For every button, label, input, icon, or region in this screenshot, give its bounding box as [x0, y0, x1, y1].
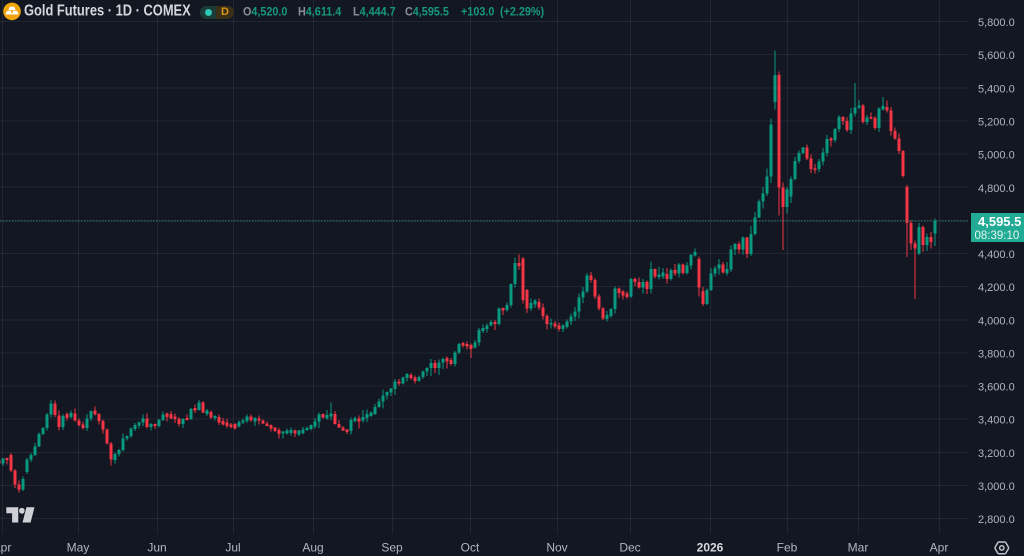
svg-text:08:39:10: 08:39:10: [975, 230, 1020, 242]
svg-text:5,400.0: 5,400.0: [978, 83, 1015, 95]
svg-text:3,000.0: 3,000.0: [978, 481, 1015, 493]
svg-text:Apr: Apr: [930, 541, 949, 555]
svg-text:5,800.0: 5,800.0: [978, 17, 1015, 29]
svg-text:5,000.0: 5,000.0: [978, 150, 1015, 162]
svg-text:4,400.0: 4,400.0: [978, 249, 1015, 261]
svg-text:5,200.0: 5,200.0: [978, 117, 1015, 129]
svg-text:4,595.5: 4,595.5: [978, 214, 1021, 229]
svg-text:Apr: Apr: [0, 541, 11, 555]
svg-text:2,800.0: 2,800.0: [978, 514, 1015, 526]
svg-text:3,200.0: 3,200.0: [978, 448, 1015, 460]
svg-text:Oct: Oct: [461, 541, 480, 555]
svg-text:3,600.0: 3,600.0: [978, 382, 1015, 394]
svg-text:Aug: Aug: [302, 541, 323, 555]
svg-text:Jul: Jul: [225, 541, 240, 555]
svg-text:3,400.0: 3,400.0: [978, 415, 1015, 427]
svg-text:Sep: Sep: [381, 541, 403, 555]
svg-text:3,800.0: 3,800.0: [978, 348, 1015, 360]
svg-text:5,600.0: 5,600.0: [978, 50, 1015, 62]
svg-text:2026: 2026: [697, 541, 724, 555]
svg-text:4,200.0: 4,200.0: [978, 282, 1015, 294]
svg-text:Feb: Feb: [777, 541, 798, 555]
svg-text:4,800.0: 4,800.0: [978, 183, 1015, 195]
svg-text:Dec: Dec: [619, 541, 640, 555]
svg-text:Jun: Jun: [147, 541, 166, 555]
svg-text:May: May: [67, 541, 90, 555]
svg-text:4,000.0: 4,000.0: [978, 315, 1015, 327]
svg-text:Nov: Nov: [546, 541, 567, 555]
svg-text:Mar: Mar: [848, 541, 869, 555]
